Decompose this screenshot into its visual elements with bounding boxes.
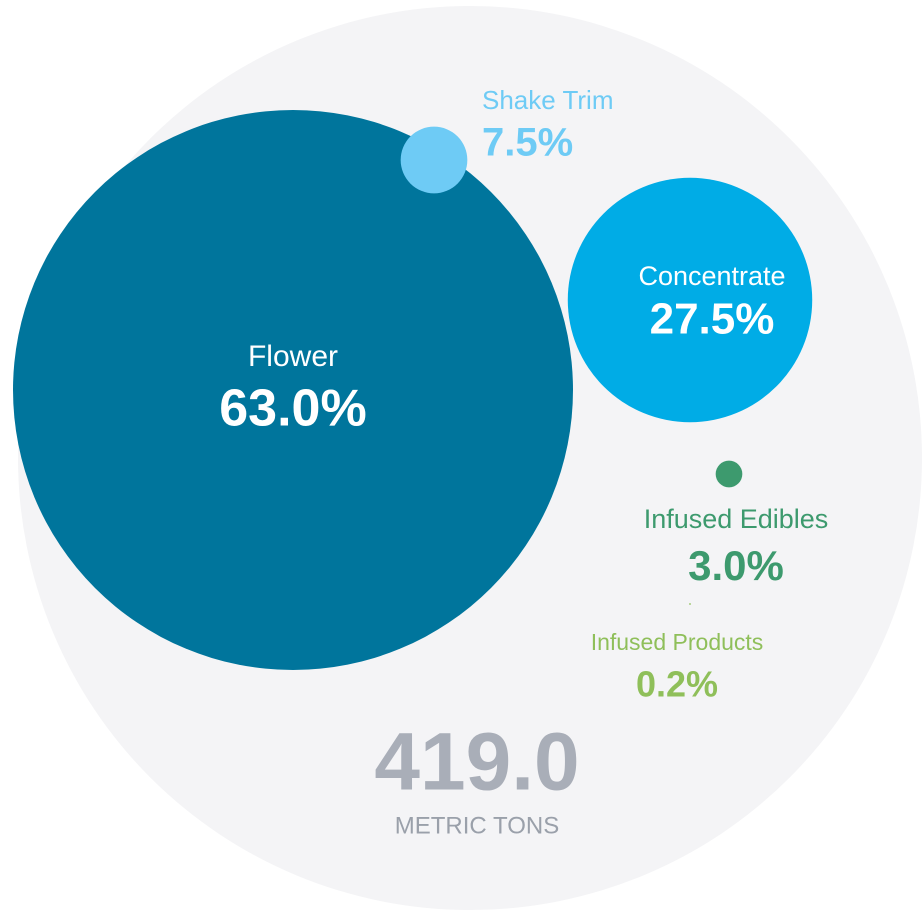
- bubble-name: Concentrate: [638, 261, 785, 291]
- bubble: [715, 460, 743, 488]
- bubble-value-label: 63.0%: [219, 380, 366, 438]
- bubble: [689, 603, 691, 605]
- bubble-name: Shake Trim: [482, 85, 614, 115]
- bubble: [13, 110, 573, 670]
- total-value: 419.0: [374, 717, 579, 808]
- bubble-value-label: 7.5%: [482, 121, 573, 165]
- bubble: [567, 177, 813, 423]
- bubble-name: Infused Products: [591, 629, 764, 655]
- bubble: [400, 126, 468, 194]
- bubble-name: Flower: [248, 340, 338, 373]
- bubble-value-label: 0.2%: [636, 664, 718, 705]
- bubble-name: Infused Edibles: [644, 504, 829, 534]
- total-unit: METRIC TONS: [395, 812, 559, 839]
- bubble-value-label: 3.0%: [688, 542, 784, 589]
- bubble-value-label: 27.5%: [650, 295, 775, 344]
